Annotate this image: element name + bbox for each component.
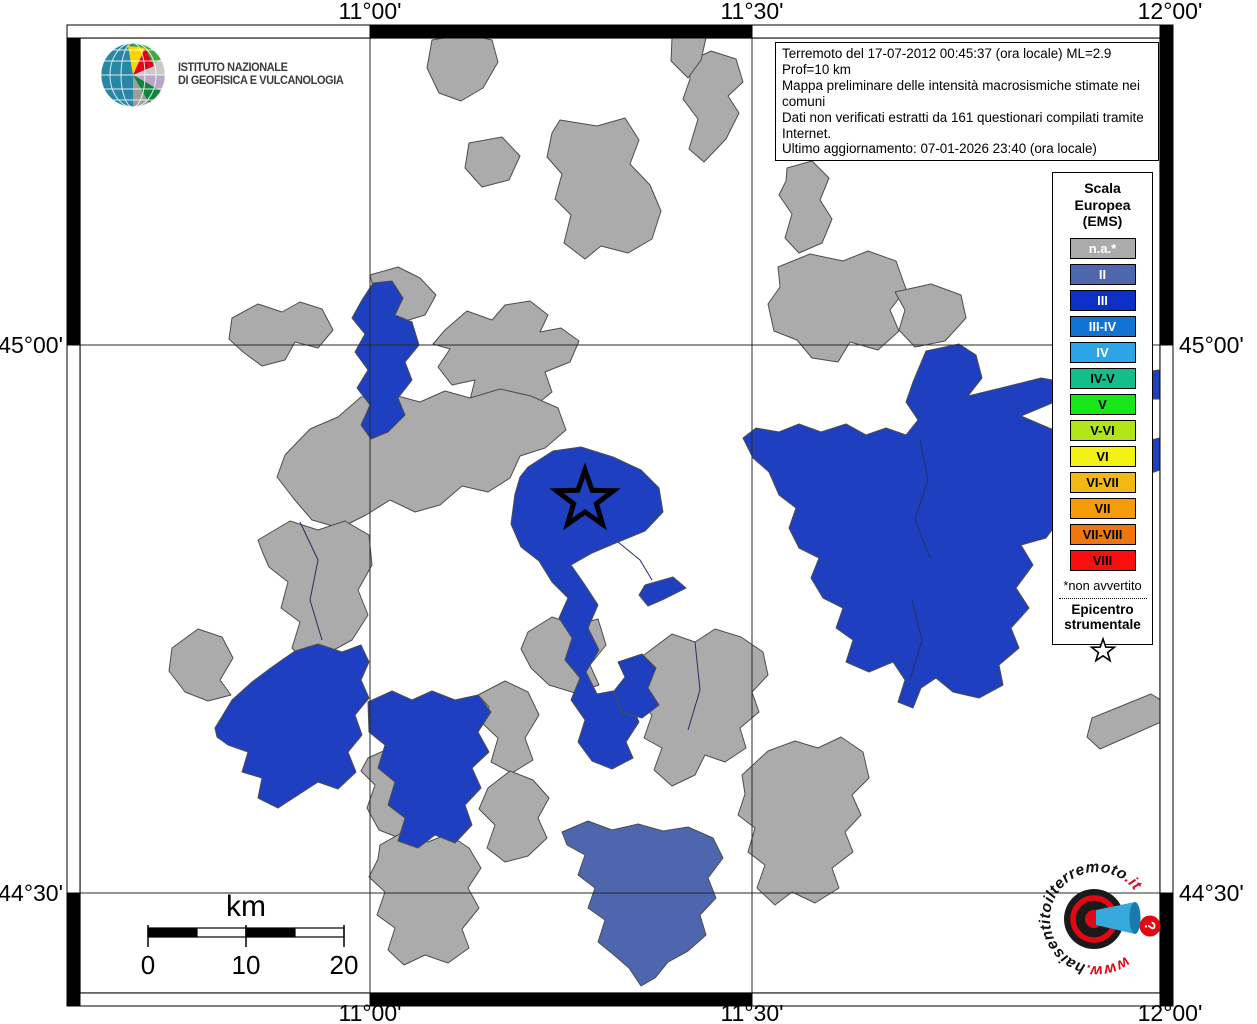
event-info-line1: Terremoto del 17-07-2012 00:45:37 (ora l… [782, 46, 1112, 77]
legend-title: Scala Europea (EMS) [1053, 180, 1152, 230]
epicenter-star-icon [1088, 636, 1117, 663]
municipal-border-3 [299, 521, 323, 641]
municipal-border-4 [687, 641, 701, 731]
region-na-10-intensity-na [432, 300, 580, 411]
scalebar-segment-0 [147, 927, 198, 938]
legend-item-vii: VII [1069, 497, 1136, 519]
legend-item-na: n.a.* [1069, 237, 1136, 259]
legend-epicenter-symbol [1053, 636, 1152, 669]
legend-note: *non avvertito [1063, 577, 1142, 593]
logo-question-mark: ? [1140, 920, 1158, 932]
region-na-5-intensity-na [778, 160, 833, 254]
event-info-box: Terremoto del 17-07-2012 00:45:37 (ora l… [775, 42, 1159, 162]
legend-item-iv: IV [1069, 341, 1136, 363]
municipal-border-2 [909, 599, 923, 681]
region-na-1-intensity-na [426, 38, 499, 102]
legend-item-vivii: VI-VII [1069, 471, 1136, 493]
legend-item-vvi: V-VI [1069, 419, 1136, 441]
legend-item-ii: II [1069, 263, 1136, 285]
legend-epicenter-label-line1: Epicentro [1071, 601, 1134, 617]
grid-label-top-1: 11°30' [720, 0, 783, 24]
region-na-7-intensity-na [894, 283, 967, 348]
epicenter-star-marker [549, 462, 621, 531]
legend-item-vi: VI [1069, 445, 1136, 467]
haisentitoilterremoto-logo: ? www.haisentitoilterremoto.it [1037, 859, 1161, 979]
ingv-logo: ISTITUTO NAZIONALE DI GEOFISICA E VULCAN… [98, 40, 352, 110]
grid-label-right-1: 44°30' [1179, 880, 1244, 906]
event-info-line2: Mappa preliminare delle intensità macros… [782, 77, 1140, 109]
legend-item-iiiiv: III-IV [1069, 315, 1136, 337]
scalebar-segment-1 [196, 927, 247, 938]
scalebar-segment-2 [245, 927, 296, 938]
grid-label-bottom-2: 12°00' [1138, 1000, 1203, 1024]
scalebar-segment-3 [294, 927, 345, 938]
grid-label-right-0: 45°00' [1179, 332, 1244, 358]
event-info-line4: Ultimo aggiornamento: 07-01-2026 23:40 (… [782, 141, 1097, 157]
region-na-8-intensity-na [670, 38, 707, 79]
logo-question-badge [1139, 915, 1161, 937]
municipal-border-0 [617, 541, 653, 581]
legend-epicenter-label-line2: strumentale [1064, 617, 1141, 632]
grid-label-top-0: 11°00' [338, 0, 401, 24]
ems-legend-panel: Scala Europea (EMS) n.a.* II III III-IV IV IV-V… [1052, 172, 1153, 663]
region-na-6-intensity-na [767, 250, 907, 363]
scalebar-label-1: 10 [232, 950, 261, 980]
region-na-2-intensity-na [464, 136, 521, 188]
region-na-4-intensity-na [682, 50, 744, 163]
scalebar-title: km [226, 890, 266, 923]
legend-item-viii: VIII [1069, 549, 1136, 571]
ingv-globe-icon [100, 42, 166, 108]
grid-label-left-1: 44°30' [0, 880, 63, 906]
municipal-border-1 [914, 439, 931, 559]
legend-title-line-0: Scala [1084, 180, 1121, 196]
legend-item-ivv: IV-V [1069, 367, 1136, 389]
grid-label-bottom-0: 11°00' [338, 1000, 401, 1024]
region-na-15-intensity-na [168, 628, 234, 702]
ingv-logo-line1: ISTITUTO NAZIONALE [178, 61, 288, 74]
region-na-22-intensity-na [478, 770, 550, 863]
region-II-1-intensity-II [561, 820, 724, 987]
grid-label-bottom-1: 11°30' [720, 1000, 783, 1024]
region-III-1-intensity-III [351, 280, 420, 440]
region-na-11-intensity-na [228, 301, 334, 367]
scalebar-label-0: 0 [141, 950, 155, 980]
ingv-logo-line2: DI GEOFISICA E VULCANOLOGIA [178, 75, 344, 87]
logo-megaphone-icon [1096, 902, 1135, 934]
ingv-logo-text: ISTITUTO NAZIONALE DI GEOFISICA E VULCAN… [178, 61, 344, 89]
region-na-3-intensity-na [546, 117, 662, 260]
grid-label-top-2: 12°00' [1138, 0, 1203, 24]
legend-item-iii: III [1069, 289, 1136, 311]
legend-divider [1058, 597, 1147, 599]
grid-label-left-0: 45°00' [0, 332, 63, 358]
region-III-7-intensity-III [638, 576, 687, 607]
scalebar-label-2: 20 [330, 950, 359, 980]
region-III-5-intensity-III [367, 690, 492, 849]
region-III-6-intensity-III [613, 653, 660, 719]
legend-item-v: V [1069, 393, 1136, 415]
region-III-4-intensity-III [214, 643, 370, 809]
legend-item-viiviii: VII-VIII [1069, 523, 1136, 545]
region-na-23-intensity-na [1086, 693, 1160, 750]
legend-title-line-2: (EMS) [1082, 213, 1123, 229]
legend-items: n.a.* II III III-IV IV IV-V V V-VI VI VI-VII VII VI… [1053, 237, 1152, 571]
region-na-19-intensity-na [737, 736, 870, 906]
legend-title-line-1: Europea [1074, 196, 1131, 213]
event-info-line3: Dati non verificati estratti da 161 ques… [782, 109, 1144, 141]
region-III-2-intensity-III [510, 446, 664, 770]
